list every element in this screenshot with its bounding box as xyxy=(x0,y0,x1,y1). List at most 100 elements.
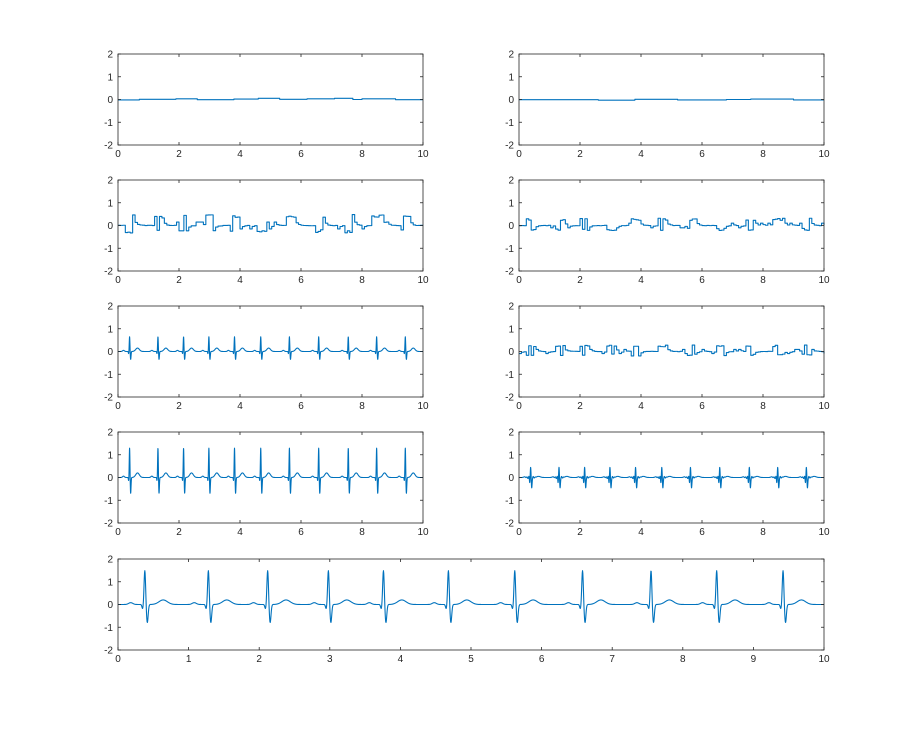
y-tick-label: -1 xyxy=(104,496,113,507)
y-tick-label: 1 xyxy=(508,450,514,461)
y-tick-label: 0 xyxy=(107,473,113,484)
x-tick-label: 8 xyxy=(760,401,766,412)
x-tick-label: 6 xyxy=(699,275,705,286)
x-tick-label: 4 xyxy=(638,401,644,412)
x-tick-label: 7 xyxy=(609,654,615,665)
y-tick-label: 2 xyxy=(508,302,514,313)
y-tick-label: 2 xyxy=(107,302,113,313)
y-tick-label: -1 xyxy=(505,244,514,255)
x-tick-label: 8 xyxy=(760,527,766,538)
y-tick-label: -2 xyxy=(104,393,113,404)
y-tick-label: 1 xyxy=(107,324,113,335)
y-tick-label: 2 xyxy=(107,176,113,187)
x-tick-label: 10 xyxy=(818,275,830,286)
x-tick-label: 6 xyxy=(298,149,304,160)
y-tick-label: 1 xyxy=(107,72,113,83)
x-tick-label: 10 xyxy=(818,527,830,538)
y-tick-label: 0 xyxy=(107,600,113,611)
y-tick-label: -2 xyxy=(505,267,514,278)
x-tick-label: 8 xyxy=(680,654,686,665)
y-tick-label: -1 xyxy=(104,118,113,129)
y-tick-label: 0 xyxy=(508,221,514,232)
y-tick-label: 1 xyxy=(107,198,113,209)
y-tick-label: 2 xyxy=(508,428,514,439)
x-tick-label: 2 xyxy=(577,149,583,160)
signal-line xyxy=(519,98,824,101)
y-tick-label: -1 xyxy=(505,118,514,129)
x-tick-label: 6 xyxy=(298,275,304,286)
x-tick-label: 10 xyxy=(417,527,429,538)
x-tick-label: 0 xyxy=(115,275,121,286)
x-tick-label: 10 xyxy=(417,275,429,286)
y-tick-label: 1 xyxy=(107,450,113,461)
x-tick-label: 6 xyxy=(699,149,705,160)
x-tick-label: 4 xyxy=(237,275,243,286)
y-tick-label: 2 xyxy=(508,176,514,187)
signal-line xyxy=(117,570,825,624)
y-tick-label: 1 xyxy=(508,198,514,209)
x-tick-label: 0 xyxy=(516,275,522,286)
signal-line xyxy=(118,214,424,234)
y-tick-label: -2 xyxy=(104,519,113,530)
x-tick-label: 4 xyxy=(638,275,644,286)
y-tick-label: 1 xyxy=(107,577,113,588)
x-tick-label: 6 xyxy=(298,401,304,412)
y-tick-label: 2 xyxy=(107,50,113,61)
x-tick-label: 4 xyxy=(638,149,644,160)
x-tick-label: 10 xyxy=(417,149,429,160)
axes-frame xyxy=(518,179,825,272)
x-tick-label: 8 xyxy=(359,275,365,286)
signal-line xyxy=(519,344,825,357)
y-tick-label: -2 xyxy=(505,141,514,152)
x-tick-label: 2 xyxy=(176,401,182,412)
x-tick-label: 10 xyxy=(818,401,830,412)
x-tick-label: 2 xyxy=(176,149,182,160)
x-tick-label: 8 xyxy=(760,149,766,160)
y-tick-label: -2 xyxy=(505,519,514,530)
x-tick-label: 5 xyxy=(468,654,474,665)
y-tick-label: -1 xyxy=(505,496,514,507)
x-tick-label: 0 xyxy=(516,149,522,160)
axes-frame xyxy=(518,305,825,398)
y-tick-label: 0 xyxy=(107,95,113,106)
x-tick-label: 10 xyxy=(417,401,429,412)
x-tick-label: 6 xyxy=(699,401,705,412)
axes-frame xyxy=(117,179,424,272)
y-tick-label: 2 xyxy=(508,50,514,61)
x-tick-label: 4 xyxy=(398,654,404,665)
y-tick-label: -1 xyxy=(104,244,113,255)
x-tick-label: 6 xyxy=(699,527,705,538)
x-tick-label: 8 xyxy=(359,149,365,160)
y-tick-label: 2 xyxy=(107,555,113,566)
x-tick-label: 8 xyxy=(359,401,365,412)
x-tick-label: 10 xyxy=(818,149,830,160)
x-tick-label: 4 xyxy=(237,527,243,538)
y-tick-label: 2 xyxy=(107,428,113,439)
x-tick-label: 4 xyxy=(638,527,644,538)
y-tick-label: -1 xyxy=(104,623,113,634)
y-tick-label: 1 xyxy=(508,324,514,335)
y-tick-label: -2 xyxy=(505,393,514,404)
x-tick-label: 3 xyxy=(327,654,333,665)
y-tick-label: 0 xyxy=(508,347,514,358)
x-tick-label: 2 xyxy=(256,654,262,665)
x-tick-label: 6 xyxy=(539,654,545,665)
signal-line xyxy=(117,336,424,360)
x-tick-label: 8 xyxy=(760,275,766,286)
x-tick-label: 9 xyxy=(751,654,757,665)
x-tick-label: 2 xyxy=(577,527,583,538)
y-tick-label: -2 xyxy=(104,141,113,152)
signal-line xyxy=(519,217,825,232)
x-tick-label: 1 xyxy=(186,654,192,665)
x-tick-label: 2 xyxy=(176,275,182,286)
x-tick-label: 0 xyxy=(115,527,121,538)
x-tick-label: 4 xyxy=(237,401,243,412)
signal-line xyxy=(118,97,423,101)
x-tick-label: 0 xyxy=(516,401,522,412)
